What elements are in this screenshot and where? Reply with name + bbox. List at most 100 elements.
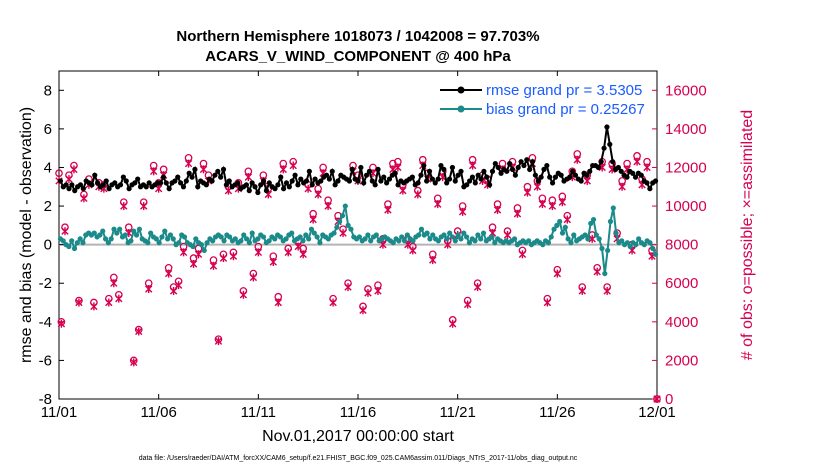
rmse-point xyxy=(100,182,106,188)
chart-title-line2: ACARS_V_WIND_COMPONENT @ 400 hPa xyxy=(205,48,511,65)
rmse-point xyxy=(435,176,441,182)
bias-point xyxy=(334,224,340,230)
bias-point xyxy=(201,247,207,254)
obs-assimilated-marker xyxy=(61,227,69,236)
obs-assimilated-marker xyxy=(513,209,522,218)
bias-point xyxy=(373,232,379,238)
rmse-point xyxy=(489,168,496,174)
rmse-point xyxy=(95,180,101,186)
rmse-point xyxy=(218,174,224,180)
obs-assimilated-marker xyxy=(473,283,482,292)
rmse-point xyxy=(329,168,335,174)
bias-point xyxy=(100,228,106,234)
rmse-point xyxy=(504,168,510,174)
bias-point xyxy=(449,234,456,240)
obs-assimilated-marker xyxy=(434,200,442,209)
data-series xyxy=(57,124,659,277)
bias-point xyxy=(297,234,303,240)
rmse-point xyxy=(544,162,550,169)
bias-point xyxy=(627,243,633,250)
obs-assimilated-marker xyxy=(309,215,317,224)
bias-point xyxy=(554,222,560,228)
y-right-tick-label: 2000 xyxy=(665,352,698,369)
bias-point xyxy=(650,245,656,252)
bias-point xyxy=(167,232,174,238)
rmse-point xyxy=(63,182,69,188)
obs-assimilated-marker xyxy=(588,234,596,243)
bias-point xyxy=(399,234,405,240)
axis-ticks: 11/01 11/06 11/11 11/16 11/21 11/26 12/0186420… xyxy=(39,71,707,421)
bias-point xyxy=(69,238,75,244)
rmse-point xyxy=(441,166,447,172)
rmse-point xyxy=(484,174,490,180)
bias-point xyxy=(599,245,605,252)
bias-point xyxy=(410,238,416,244)
rmse-point xyxy=(186,170,192,176)
y-left-tick-label: 4 xyxy=(44,159,52,176)
bias-point xyxy=(548,234,554,240)
rmse-point xyxy=(466,178,473,184)
bias-point xyxy=(60,238,66,244)
bias-point xyxy=(193,236,199,242)
obs-assimilated-marker xyxy=(618,182,626,191)
legend-rmse-label: rmse grand pr = 3.5305 xyxy=(486,82,642,99)
bias-point xyxy=(122,232,128,238)
y-right-tick-label: 8000 xyxy=(665,237,698,254)
x-tick-label: 12/01 xyxy=(638,404,676,421)
bias-point xyxy=(435,238,441,244)
obs-assimilated-marker xyxy=(249,273,258,282)
bias-point xyxy=(339,213,346,219)
bias-point xyxy=(249,230,255,236)
rmse-point xyxy=(306,168,312,174)
rmse-point xyxy=(529,159,536,165)
obs-assimilated-marker xyxy=(145,285,153,294)
legend-rmse-marker xyxy=(457,86,465,94)
rmse-point xyxy=(80,186,86,192)
rmse-point xyxy=(415,180,421,186)
obs-assimilated-marker xyxy=(194,250,203,259)
bias-point xyxy=(198,242,205,248)
rmse-point xyxy=(487,182,493,188)
rmse-point xyxy=(409,174,415,180)
bias-point xyxy=(461,230,467,236)
rmse-point xyxy=(312,176,318,182)
x-tick-label: 11/26 xyxy=(539,404,575,421)
obs-assimilated-marker xyxy=(603,286,611,295)
rmse-point xyxy=(363,172,370,178)
bias-point xyxy=(404,232,410,238)
bias-point xyxy=(148,230,154,236)
rmse-point xyxy=(455,172,461,178)
bias-point xyxy=(356,234,363,240)
obs-assimilated-marker xyxy=(538,200,547,209)
bias-point xyxy=(66,243,72,250)
rmse-point xyxy=(644,180,650,186)
bias-point xyxy=(111,226,117,232)
bias-point xyxy=(311,230,317,236)
bias-point xyxy=(210,238,216,244)
bias-point xyxy=(77,236,83,242)
bias-point xyxy=(605,247,611,254)
bias-point xyxy=(641,242,647,248)
obs-assimilated-marker xyxy=(344,283,352,292)
rmse-point xyxy=(532,172,538,178)
rmse-point xyxy=(103,178,109,184)
bias-point xyxy=(306,236,312,242)
obs-assimilated-marker xyxy=(279,165,287,174)
rmse-point xyxy=(89,182,95,188)
bias-point xyxy=(619,238,625,244)
bias-point xyxy=(133,232,140,238)
obs-assimilated-marker xyxy=(414,190,422,199)
obs-assimilated-marker xyxy=(105,298,113,307)
y-left-tick-label: 2 xyxy=(44,198,52,215)
rmse-point xyxy=(146,180,152,186)
obs-assimilated-marker xyxy=(394,163,402,172)
bias-point xyxy=(463,234,470,240)
rmse-point xyxy=(92,172,98,178)
rmse-point xyxy=(260,178,267,184)
rmse-point xyxy=(309,182,315,188)
y-left-tick-label: 0 xyxy=(44,237,52,254)
obs-assimilated-marker xyxy=(399,186,407,195)
x-tick-label: 11/11 xyxy=(241,404,276,421)
rmse-point xyxy=(361,180,367,186)
rmse-point xyxy=(258,182,264,188)
